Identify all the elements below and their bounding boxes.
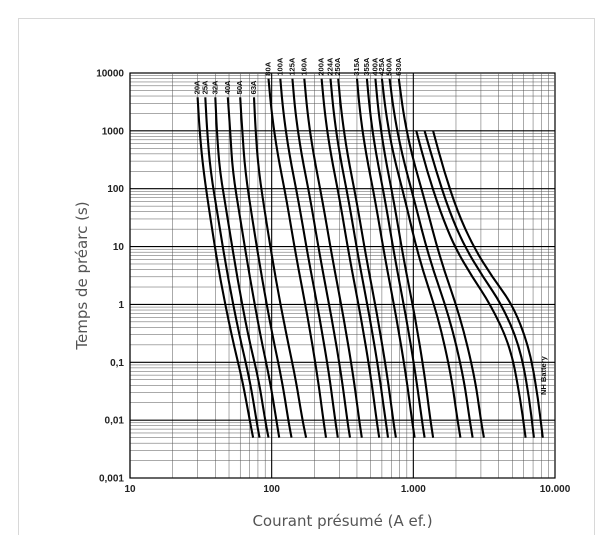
curve-630a: [397, 78, 485, 438]
curve-label-160a: 160A: [299, 57, 308, 76]
y-tick-label: 0,001: [99, 474, 124, 485]
curve-unlabeled-21: [432, 130, 544, 438]
curve-224a: [329, 78, 390, 438]
curve-label-355a: 355A: [362, 57, 371, 76]
curve-label-500a: 500A: [385, 57, 394, 76]
curve-label-425a: 425A: [377, 57, 386, 76]
curves: [196, 78, 544, 438]
x-tick-label: 10: [124, 484, 136, 495]
curve-label-125a: 125A: [287, 57, 296, 76]
curve-label-25a: 25A: [200, 80, 209, 94]
curve-25a: [204, 97, 261, 438]
y-tick-label: 1: [118, 300, 124, 311]
curve-63a: [252, 97, 308, 438]
curve-315a: [355, 78, 416, 438]
y-tick-label: 10: [113, 242, 125, 253]
curve-355a: [365, 78, 426, 438]
y-tick-label: 100: [107, 184, 124, 195]
curve-20a: [196, 97, 255, 438]
curve-label-400a: 400A: [370, 57, 379, 76]
y-tick-label: 0,01: [105, 416, 125, 427]
curve-unlabeled-19: [415, 130, 527, 438]
x-tick-label: 1.000: [401, 484, 426, 495]
y-tick-label: 1000: [102, 126, 125, 137]
curve-label-50a: 50A: [235, 80, 244, 94]
curve-label-40a: 40A: [223, 80, 232, 94]
curve-32a: [214, 97, 270, 438]
curve-160a: [303, 78, 363, 438]
y-tick-label: 10000: [96, 69, 124, 80]
curve-label-100a: 100A: [275, 57, 284, 76]
curve-250a: [337, 78, 397, 438]
curve-125a: [291, 78, 352, 438]
grid-major: [129, 73, 555, 479]
curve-80a: [267, 78, 328, 438]
curve-label-63a: 63A: [249, 80, 258, 94]
annotation-nh-battery: NH Battery: [539, 355, 548, 395]
curve-label-224a: 224A: [325, 57, 334, 76]
curve-label-315a: 315A: [352, 57, 361, 76]
curve-40a: [226, 97, 281, 438]
curve-500a: [388, 78, 474, 438]
chart-frame: [18, 18, 595, 535]
curve-200a: [320, 78, 381, 438]
y-tick-label: 0,1: [110, 358, 124, 369]
curve-425a: [380, 78, 462, 438]
x-tick-label: 100: [263, 484, 280, 495]
curve-100a: [279, 78, 339, 438]
y-axis-title: Temps de préarc (s): [73, 201, 91, 350]
curve-label-80a: 80A: [264, 61, 273, 75]
curve-label-32a: 32A: [210, 80, 219, 94]
curve-label-250a: 250A: [333, 57, 342, 76]
curve-50a: [239, 97, 293, 438]
x-tick-label: 10.000: [540, 484, 571, 495]
curve-label-630a: 630A: [394, 57, 403, 76]
curve-label-20a: 20A: [193, 80, 202, 94]
curve-400a: [374, 78, 435, 438]
curve-label-200a: 200A: [317, 57, 326, 76]
curve-unlabeled-20: [423, 130, 535, 438]
x-axis-title: Courant présumé (A ef.): [252, 512, 432, 530]
